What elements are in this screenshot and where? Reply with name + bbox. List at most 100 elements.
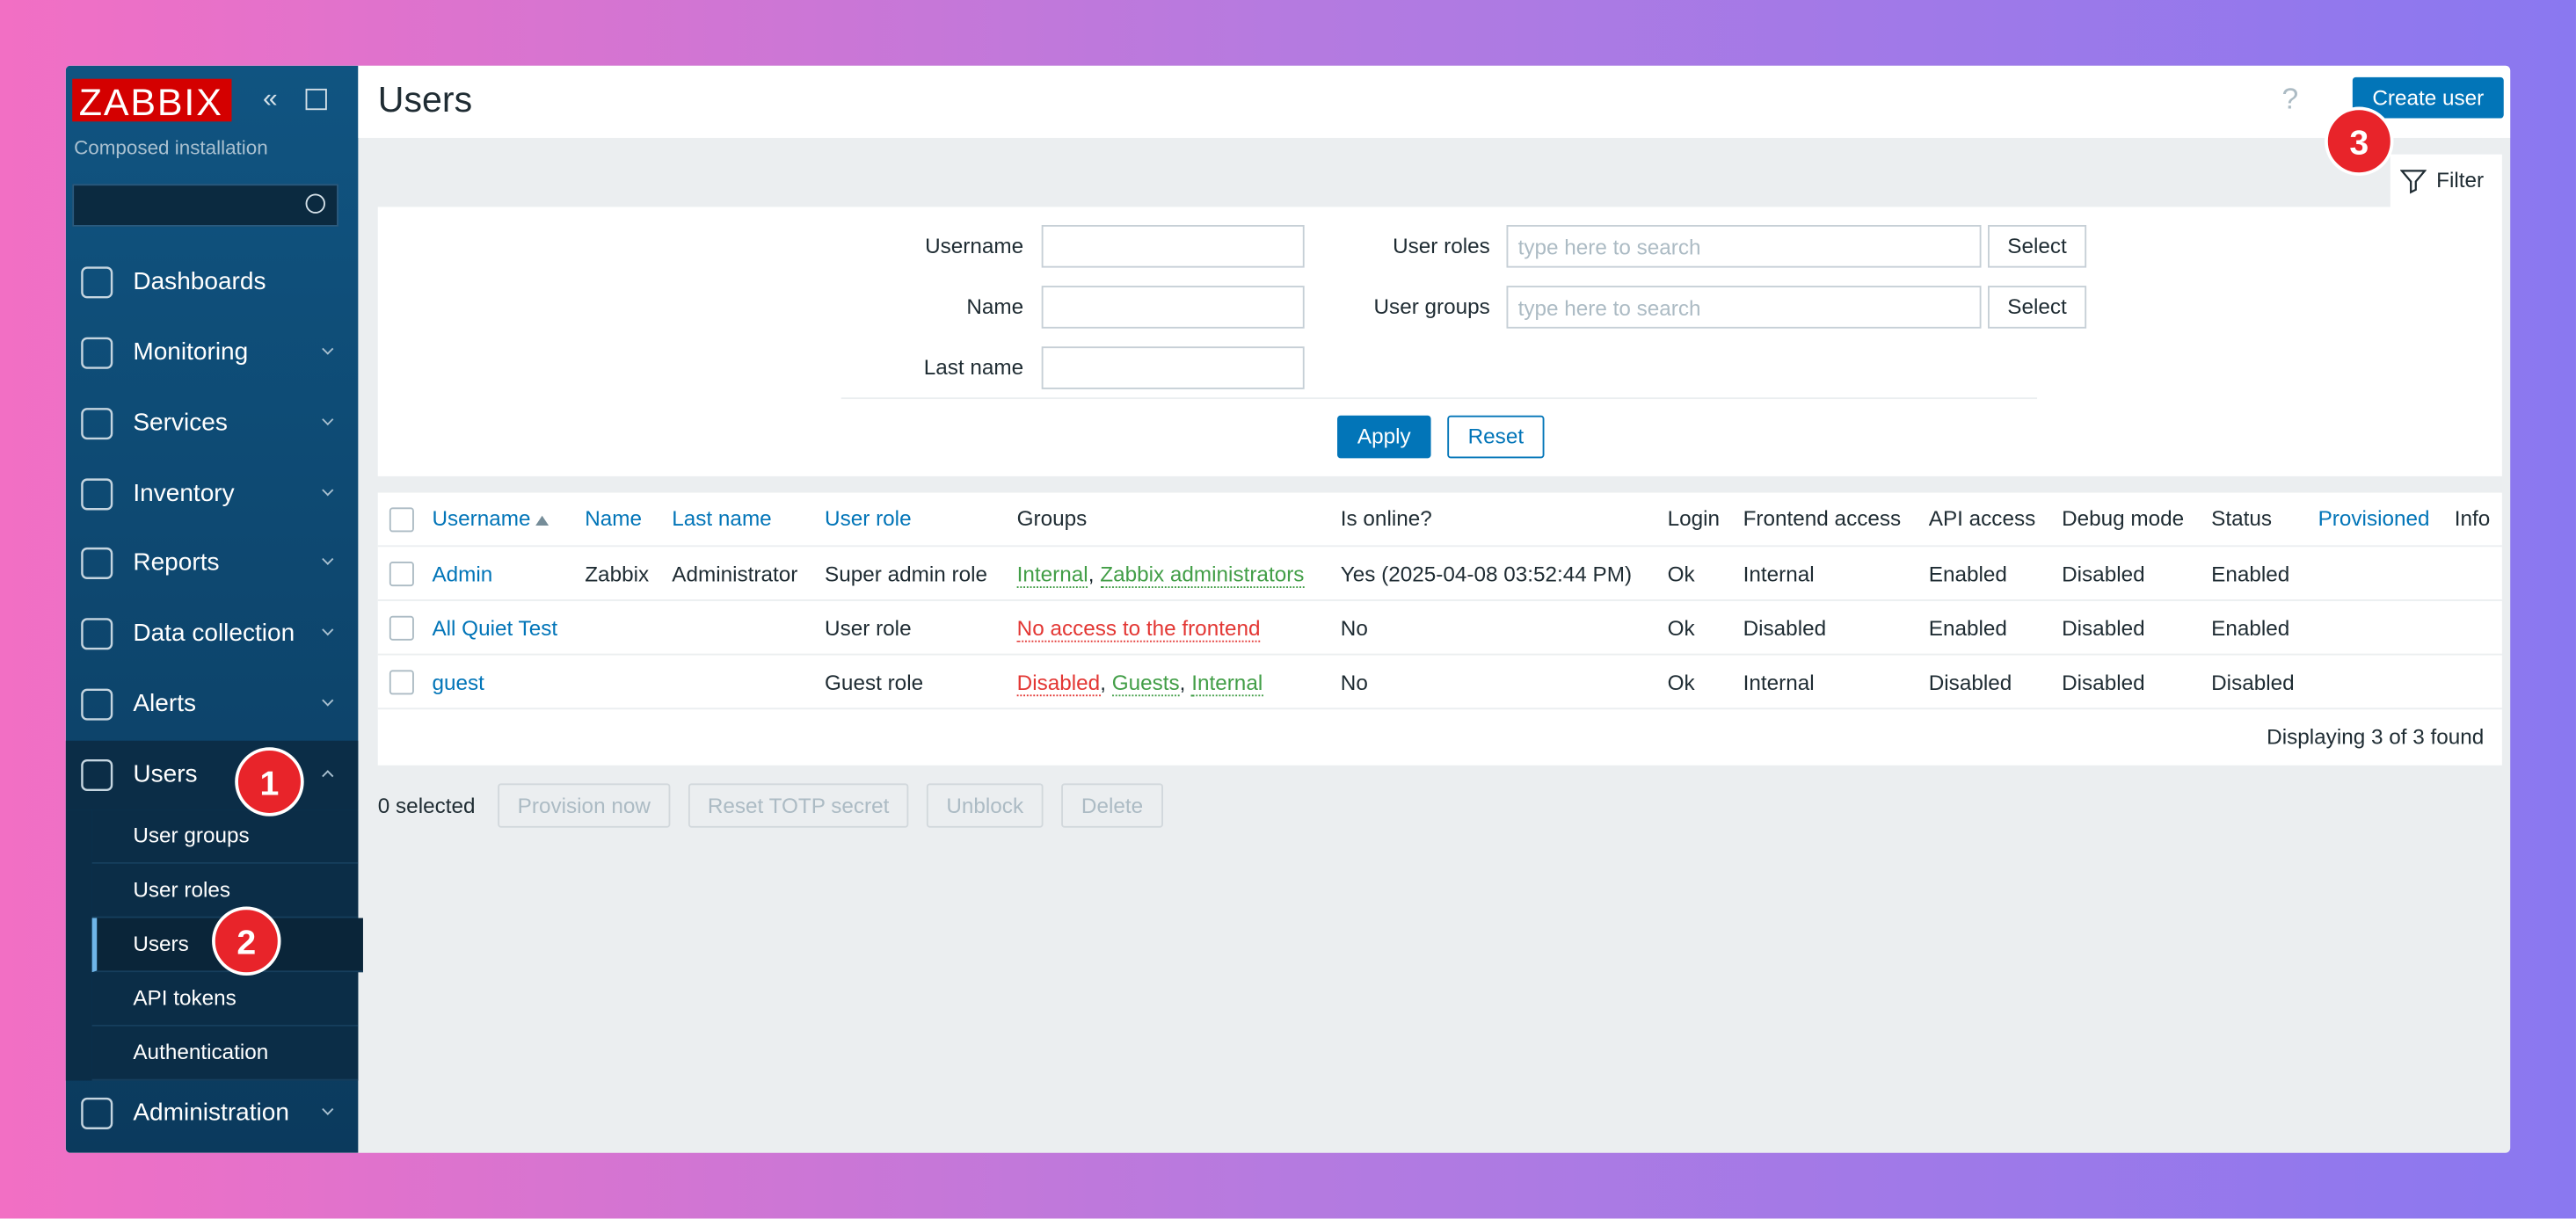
menu-icon xyxy=(81,337,113,369)
filter-label: User groups xyxy=(1373,294,1490,319)
filter-separator xyxy=(840,397,2038,400)
action-button[interactable]: Provision now xyxy=(498,783,671,828)
chevron xyxy=(322,694,334,707)
frontend-cell: Disabled xyxy=(1743,615,1827,641)
menu-icon xyxy=(81,618,113,650)
subtitle: Composed installation xyxy=(74,136,268,160)
group-link[interactable]: Zabbix administrators xyxy=(1100,562,1305,588)
create-user-button[interactable]: Create user xyxy=(2352,76,2504,119)
multiselect-input[interactable]: type here to search xyxy=(1506,224,1982,268)
select-button[interactable]: Select xyxy=(1988,286,2087,329)
submenu-label: User groups xyxy=(133,823,250,848)
select-button[interactable]: Select xyxy=(1988,224,2087,268)
menu-item[interactable]: Inventory xyxy=(66,460,359,528)
menu-icon xyxy=(81,478,113,511)
online-cell: No xyxy=(1340,615,1368,641)
filter-input[interactable] xyxy=(1041,286,1305,329)
filter-tab-label: Filter xyxy=(2436,167,2485,192)
menu-icon xyxy=(81,408,113,440)
menu-icon xyxy=(81,688,113,721)
username-link[interactable]: All Quiet Test xyxy=(432,615,558,641)
menu-item[interactable]: Services xyxy=(66,389,359,458)
group-link[interactable]: Internal xyxy=(1016,562,1088,588)
group-link[interactable]: Internal xyxy=(1191,670,1263,697)
column-header[interactable]: Last name xyxy=(672,505,772,531)
online-cell: No xyxy=(1340,670,1368,695)
filter-icon xyxy=(2400,170,2427,194)
group-link[interactable]: Guests xyxy=(1111,670,1180,697)
menu-label: Services xyxy=(133,409,228,438)
chevron xyxy=(322,770,334,782)
row-checkbox[interactable] xyxy=(389,615,414,641)
collapse-icon[interactable]: « xyxy=(262,85,278,113)
search-input[interactable] xyxy=(72,184,338,227)
submenu-label: User roles xyxy=(133,876,231,902)
menu-item[interactable]: Monitoring xyxy=(66,319,359,388)
chevron xyxy=(322,343,334,355)
users-table: Username Name Last name User role Groups Is o… xyxy=(377,492,2502,766)
row-checkbox[interactable] xyxy=(389,562,414,587)
submenu-item[interactable]: API tokens xyxy=(91,972,359,1027)
menu-item[interactable]: Data collection xyxy=(66,599,359,668)
multiselect-input[interactable]: type here to search xyxy=(1506,286,1982,329)
filter-label: Name xyxy=(966,294,1024,319)
header-border xyxy=(377,545,2502,548)
help[interactable]: ? xyxy=(2281,82,2299,115)
username-link[interactable]: guest xyxy=(432,670,484,695)
logo-box: ZABBIX xyxy=(72,78,232,124)
actions-bar: 0 selected Provision now Reset TOTP secret… xyxy=(378,783,1364,832)
action-button[interactable]: Unblock xyxy=(926,783,1044,828)
row-border xyxy=(377,707,2502,710)
column-header: Debug mode xyxy=(2062,505,2185,531)
submenu-item[interactable]: User roles xyxy=(91,863,359,918)
menu-icon xyxy=(81,266,113,299)
submenu-item[interactable]: User groups xyxy=(91,809,359,864)
chevron xyxy=(322,413,334,426)
menu-item[interactable]: Reports xyxy=(66,529,359,598)
filter-tab[interactable]: Filter xyxy=(2390,154,2502,207)
filter-label: User roles xyxy=(1393,233,1490,258)
row-checkbox[interactable] xyxy=(389,670,414,695)
menu-item[interactable]: Dashboards xyxy=(66,248,359,316)
column-header[interactable]: User role xyxy=(825,505,912,531)
column-header: API access xyxy=(1928,505,2036,531)
column-header[interactable]: Username xyxy=(432,505,531,531)
username-link[interactable]: Admin xyxy=(432,562,493,587)
reset-button[interactable]: Reset xyxy=(1447,415,1545,459)
api-cell: Enabled xyxy=(1928,562,2007,587)
status-cell: Disabled xyxy=(2211,670,2295,695)
menu-label: Monitoring xyxy=(133,337,249,366)
row-border xyxy=(377,653,2502,656)
submenu-label: Authentication xyxy=(133,1039,269,1064)
selected-count: 0 selected xyxy=(377,793,476,818)
column-header: Groups xyxy=(1016,505,1088,531)
logo: ZABBIX xyxy=(78,80,223,124)
sidebar: ZABBIX « Composed installation Dashboard… xyxy=(65,65,363,1153)
chevron xyxy=(322,553,334,565)
placeholder: type here to search xyxy=(1517,295,1701,321)
action-button[interactable]: Delete xyxy=(1061,783,1163,828)
menu-icon xyxy=(81,547,113,579)
menu-label: Data collection xyxy=(133,619,295,648)
header-checkbox[interactable] xyxy=(389,507,414,533)
login-cell: Ok xyxy=(1667,562,1695,587)
online-cell: Yes (2025-04-08 03:52:44 PM) xyxy=(1340,562,1633,587)
apply-button[interactable]: Apply xyxy=(1337,415,1431,459)
login-cell: Ok xyxy=(1667,615,1695,641)
group-link[interactable]: No access to the frontend xyxy=(1016,615,1261,642)
submenu-item[interactable]: Authentication xyxy=(91,1026,359,1081)
group-separator: , xyxy=(1179,670,1192,695)
column-header[interactable]: Provisioned xyxy=(2318,505,2430,531)
group-link[interactable]: Disabled xyxy=(1016,670,1101,697)
menu-item[interactable]: Administration xyxy=(66,1079,359,1148)
page-title: Users xyxy=(377,78,473,120)
filter-input[interactable] xyxy=(1041,224,1305,268)
menu-item[interactable]: Users xyxy=(65,740,359,810)
kiosk-icon[interactable] xyxy=(305,88,327,111)
column-header[interactable]: Name xyxy=(585,505,643,531)
filter-input[interactable] xyxy=(1041,346,1305,389)
action-button[interactable]: Reset TOTP secret xyxy=(688,783,909,828)
api-cell: Enabled xyxy=(1928,615,2007,641)
debug-cell: Disabled xyxy=(2062,562,2145,587)
menu-item[interactable]: Alerts xyxy=(66,670,359,738)
